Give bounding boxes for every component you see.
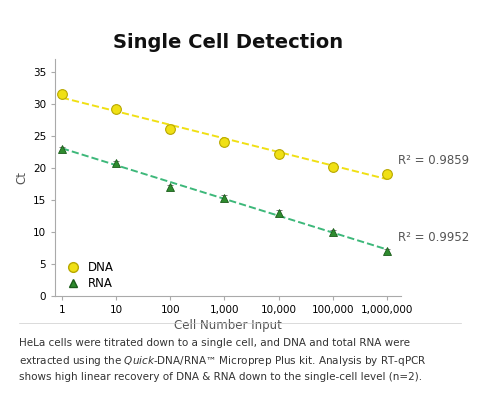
Text: R² = 0.9859: R² = 0.9859	[398, 154, 469, 167]
Text: HeLa cells were titrated down to a single cell, and DNA and total RNA were
extra: HeLa cells were titrated down to a singl…	[19, 338, 427, 382]
X-axis label: Cell Number Input: Cell Number Input	[174, 319, 282, 332]
Y-axis label: Ct: Ct	[16, 171, 29, 184]
Legend: DNA, RNA: DNA, RNA	[61, 261, 114, 290]
Text: R² = 0.9952: R² = 0.9952	[398, 231, 469, 244]
Title: Single Cell Detection: Single Cell Detection	[113, 33, 343, 52]
